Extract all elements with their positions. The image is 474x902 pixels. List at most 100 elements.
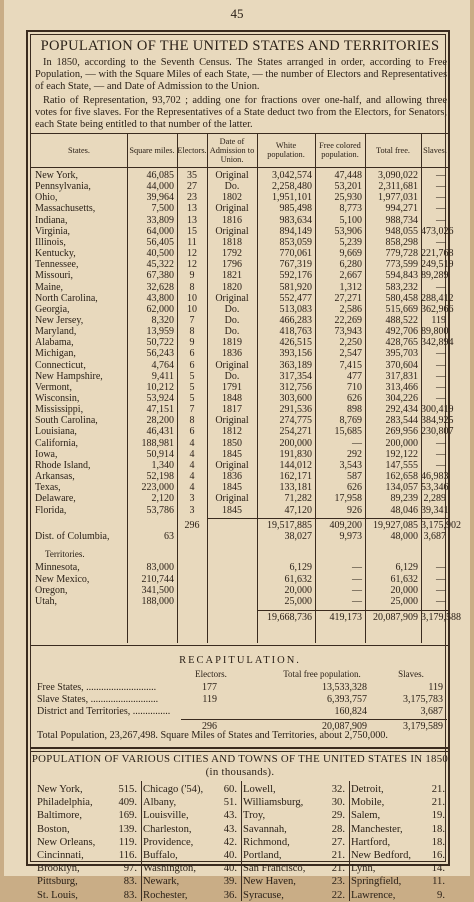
city-name: New Bedford, — [351, 850, 412, 861]
state-row-cell: 426,515 — [279, 337, 313, 349]
state-row-cell: 8,773 — [339, 203, 363, 215]
state-row-cell: 147,555 — [385, 459, 419, 471]
recap-electors: 119 — [202, 694, 217, 705]
state-row-cell: 89,239 — [390, 493, 419, 505]
territory-row-cell: 83,000 — [146, 562, 175, 574]
recap-electors: 296 — [202, 721, 217, 732]
city-name: Rochester, — [143, 889, 188, 901]
city-population: 515. — [118, 784, 137, 795]
recap-rule — [181, 719, 447, 720]
frame-inner: POPULATION OF THE UNITED STATES AND TERR… — [30, 34, 461, 901]
city-name: Syracuse, — [243, 889, 284, 901]
table-rule — [257, 609, 449, 611]
state-row-cell: 2,311,681 — [378, 181, 418, 193]
states-total-cell: 19,517,885 — [267, 519, 312, 531]
state-row-cell: 988,734 — [385, 214, 419, 226]
city-name: Portland, — [243, 850, 282, 861]
state-row-cell: 10 — [187, 303, 197, 315]
state-row-cell: Massachusetts, — [35, 203, 96, 215]
territory-row-cell: Oregon, — [35, 584, 68, 596]
state-row-cell: 1845 — [222, 504, 242, 516]
states-total-cell: 409,200 — [329, 519, 363, 531]
intro-paragraph: Ratio of Representation, 93,702 ; adding… — [35, 94, 447, 131]
territory-row-cell: 6,129 — [395, 562, 419, 574]
state-row-cell: 4 — [189, 482, 195, 494]
state-row-cell: 9,669 — [339, 248, 363, 260]
column-divider — [207, 133, 208, 643]
state-row-cell: 71,282 — [284, 493, 313, 505]
state-row-cell: 2,258,480 — [272, 181, 312, 193]
state-row-cell: 2,289 — [423, 493, 447, 505]
state-row-cell: — — [352, 437, 362, 449]
district-row-cell: Dist. of Columbia, — [35, 531, 110, 543]
city-name: Manchester, — [351, 823, 403, 835]
city-name: Charleston, — [143, 823, 192, 835]
column-header: Square miles. — [129, 145, 175, 155]
column-header: Electors. — [177, 145, 207, 155]
state-row-cell: 89,800 — [421, 326, 449, 338]
state-row-cell: 583,232 — [385, 281, 419, 293]
state-row-cell: 626 — [347, 393, 362, 404]
state-row-cell: Maine, — [35, 281, 64, 293]
state-row-cell: — — [436, 370, 446, 382]
state-row-cell: 2,250 — [339, 337, 363, 349]
city-name: New Haven, — [243, 876, 296, 888]
state-row-cell: 119 — [431, 314, 446, 326]
state-row-cell: — — [436, 236, 446, 248]
state-row-cell: 926 — [347, 504, 362, 516]
state-row-cell: 134,057 — [385, 482, 419, 494]
city-population: 16. — [431, 850, 445, 861]
city-name: Chicago ('54), — [143, 784, 204, 795]
city-population: 36. — [223, 889, 237, 901]
state-row-cell: 1848 — [222, 393, 242, 404]
state-row-cell: 1,977,031 — [378, 192, 418, 204]
recap-electors: 177 — [202, 682, 217, 693]
state-row-cell: 473,026 — [421, 225, 454, 237]
city-population: 21. — [331, 863, 345, 875]
state-row-cell: 39,341 — [421, 504, 449, 516]
city-name: New York, — [37, 784, 83, 795]
cities-title: POPULATION OF VARIOUS CITIES AND TOWNS O… — [31, 753, 449, 778]
state-row-cell: 317,354 — [279, 370, 313, 382]
city-population: 21. — [331, 850, 345, 861]
table-rule — [31, 645, 449, 646]
state-row-cell: 515,669 — [385, 303, 419, 315]
state-row-cell: 1,340 — [151, 459, 175, 471]
city-name: Albany, — [143, 797, 177, 809]
state-row-cell: — — [436, 214, 446, 226]
state-row-cell: 710 — [347, 381, 362, 393]
states-total-cell: 19,927,085 — [373, 519, 418, 531]
state-row-cell: 33,809 — [146, 214, 175, 226]
territory-row-cell: 210,744 — [141, 573, 175, 585]
state-row-cell: 1818 — [222, 236, 242, 248]
city-population: 119. — [118, 836, 137, 848]
column-header: Total free. — [376, 145, 410, 155]
state-row-cell: 292 — [347, 448, 362, 460]
state-row-cell: 428,765 — [385, 337, 419, 349]
state-row-cell: 162,658 — [385, 471, 419, 483]
city-population: 43. — [223, 810, 237, 822]
state-row-cell: Do. — [224, 303, 240, 315]
page-number: 45 — [230, 6, 244, 21]
city-population: 14. — [431, 863, 445, 875]
state-row-cell: 53,786 — [146, 504, 175, 516]
state-row-cell: 587 — [347, 471, 362, 483]
territory-row-cell: — — [436, 596, 446, 608]
column-header: Date of Admission to Union. — [209, 136, 255, 164]
state-row-cell: 3,090,022 — [378, 170, 418, 181]
state-row-cell: 312,756 — [279, 381, 313, 393]
city-name: Hartford, — [351, 836, 391, 848]
city-name: Mobile, — [351, 797, 385, 809]
territory-row-cell: 25,000 — [390, 596, 419, 608]
state-row-cell: 11 — [187, 236, 197, 248]
state-row-cell: 466,283 — [279, 314, 313, 326]
state-row-cell: 317,831 — [385, 370, 419, 382]
state-row-cell: Rhode Island, — [35, 459, 91, 471]
state-row-cell: Arkansas, — [35, 471, 75, 483]
column-divider — [127, 133, 128, 643]
state-row-cell: 767,319 — [279, 259, 313, 271]
state-row-cell: 5 — [189, 370, 195, 382]
intro-paragraph: In 1850, according to the Seventh Census… — [35, 57, 447, 93]
state-row-cell: 254,271 — [279, 426, 313, 438]
cities-divider — [141, 781, 142, 901]
